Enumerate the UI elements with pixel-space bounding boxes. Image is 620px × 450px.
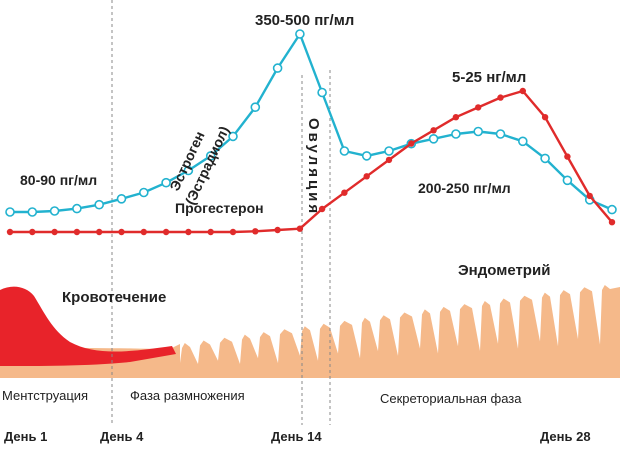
estrogen-point bbox=[607, 204, 617, 215]
estrogen-line bbox=[10, 32, 613, 214]
progesterone-line bbox=[10, 89, 613, 234]
progesterone-point bbox=[252, 228, 259, 235]
progesterone-point bbox=[541, 114, 549, 121]
estrogen-point bbox=[5, 207, 15, 217]
phase-proliferative: Фаза размножения bbox=[130, 388, 245, 403]
bleeding-label: Кровотечение bbox=[62, 289, 166, 306]
hormone-curves bbox=[5, 29, 617, 236]
estrogen-point bbox=[161, 177, 171, 188]
progesterone-point bbox=[318, 205, 326, 213]
progesterone-peak-label: 5-25 нг/мл bbox=[452, 69, 526, 86]
day-label-14: День 14 bbox=[271, 429, 322, 444]
progesterone-point bbox=[73, 228, 81, 236]
progesterone-point bbox=[452, 114, 460, 121]
progesterone-point bbox=[229, 228, 237, 236]
progesterone-point bbox=[96, 228, 103, 236]
day-label-4: День 4 bbox=[100, 429, 144, 444]
progesterone-point bbox=[274, 226, 281, 234]
estrogen-point bbox=[317, 87, 327, 98]
progesterone-point bbox=[207, 228, 214, 236]
progesterone-point bbox=[475, 104, 482, 111]
estrogen-point bbox=[272, 63, 283, 73]
progesterone-point bbox=[118, 228, 125, 236]
estrogen-label: Эстроген (Эстрадиол) bbox=[166, 123, 232, 207]
progesterone-point bbox=[51, 228, 58, 236]
estrogen-point bbox=[228, 131, 238, 142]
estrogen-point bbox=[27, 207, 38, 217]
peak-estrogen-label: 350-500 пг/мл bbox=[255, 12, 354, 29]
progesterone-point bbox=[586, 192, 593, 200]
progesterone-point bbox=[497, 94, 504, 101]
estrogen-point bbox=[384, 146, 394, 156]
estrogen-second-label: 200-250 пг/мл bbox=[418, 180, 511, 196]
progesterone-point bbox=[341, 189, 348, 196]
progesterone-point bbox=[6, 228, 14, 236]
estrogen-point bbox=[94, 199, 104, 210]
phase-menstruation: Ментструация bbox=[2, 388, 88, 403]
estrogen-point bbox=[183, 165, 194, 176]
estrogen-point bbox=[339, 146, 350, 156]
estrogen-point bbox=[361, 151, 372, 161]
estrogen-point bbox=[473, 126, 484, 137]
progesterone-point bbox=[296, 225, 304, 232]
progesterone-point bbox=[564, 153, 571, 160]
bleeding-area bbox=[0, 286, 176, 378]
progesterone-point bbox=[519, 87, 526, 95]
endometrium-label: Эндометрий bbox=[458, 262, 550, 279]
endometrium-tissue bbox=[0, 285, 620, 378]
estrogen-point bbox=[562, 175, 573, 186]
progesterone-point bbox=[140, 228, 147, 236]
phase-dividers bbox=[111, 0, 331, 425]
estrogen-point bbox=[205, 151, 216, 161]
estrogen-point bbox=[49, 206, 60, 216]
progesterone-point bbox=[29, 228, 36, 236]
day-label-28: День 28 bbox=[540, 429, 591, 444]
progesterone-point bbox=[385, 156, 393, 164]
estrogen-point bbox=[428, 134, 439, 144]
day-label-1: День 1 bbox=[4, 429, 47, 444]
progesterone-point bbox=[363, 173, 370, 180]
progesterone-point bbox=[185, 228, 192, 236]
progesterone-point bbox=[408, 140, 415, 147]
ovulation-label: Овуляция bbox=[305, 118, 322, 216]
estrogen-point bbox=[72, 203, 82, 214]
estrogen-point bbox=[116, 194, 127, 204]
progesterone-point bbox=[430, 127, 437, 134]
estrogen-point bbox=[295, 29, 305, 39]
progesterone-label: Прогестерон bbox=[175, 200, 264, 216]
estrogen-point bbox=[451, 129, 461, 139]
progesterone-point bbox=[608, 219, 616, 226]
estrogen-point bbox=[495, 129, 506, 139]
progesterone-point bbox=[162, 228, 170, 236]
estrogen-start-label: 80-90 пг/мл bbox=[20, 172, 97, 188]
estrogen-point bbox=[139, 187, 149, 198]
estrogen-point bbox=[517, 136, 528, 147]
estrogen-point bbox=[250, 102, 261, 112]
phase-secretory: Секреториальная фаза bbox=[380, 391, 522, 406]
estrogen-point bbox=[540, 153, 550, 164]
